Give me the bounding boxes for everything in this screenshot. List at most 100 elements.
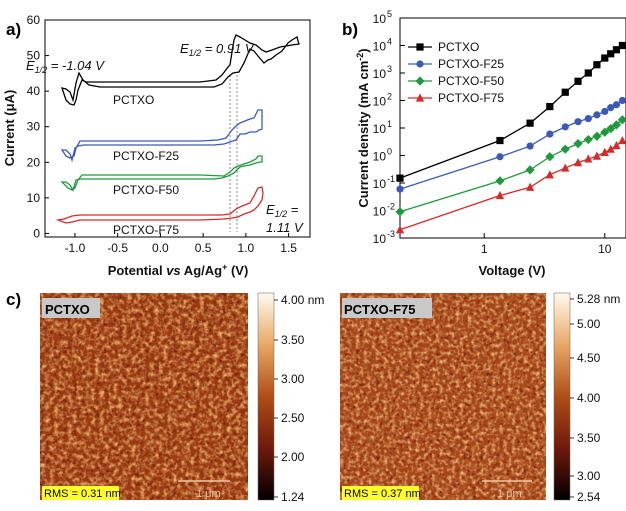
cv-annotation-right-1: E1/2 = <box>266 202 299 219</box>
colorbar-tick-label: 3.50 <box>577 431 601 445</box>
jv-legend-marker-pctxo-f75 <box>415 93 425 102</box>
afm-1-tag-box <box>42 298 100 318</box>
jv-point-pctxo <box>601 54 609 62</box>
cv-label-f50: PCTXO-F50 <box>113 183 179 197</box>
cv-x-axis-title: Potential vs Ag/Ag+ (V) <box>108 262 249 278</box>
afm-2-tag-box <box>342 298 432 318</box>
afm-image-pctxo-f75: PCTXO-F75 RMS = 0.37 nm 1 μm <box>340 293 546 500</box>
jv-point-pctxo-f50 <box>592 131 602 141</box>
cv-x-ticks: -1.0 -0.5 0.0 0.5 1.0 1.5 <box>65 233 297 255</box>
cv-plot: 0 10 20 30 40 50 60 -1.0 -0.5 0.0 0.5 1.0 1.5 Curre… <box>2 13 311 278</box>
colorbar-tick-label: 2.00 <box>281 450 305 464</box>
jv-point-pctxo-f50 <box>617 115 626 125</box>
cv-y-tick-label: 50 <box>27 49 41 63</box>
jv-line-pctxo-f75 <box>399 140 623 231</box>
jv-y-tick-exponent: 3 <box>387 64 392 74</box>
jv-point-pctxo-f75 <box>600 147 609 156</box>
jv-point-pctxo-f50 <box>560 144 570 154</box>
jv-y-tick-label: 10 <box>373 67 387 81</box>
jv-point-pctxo-f25 <box>574 118 582 126</box>
jv-series <box>395 41 626 234</box>
afm-1-tag: PCTXO <box>45 302 90 317</box>
jv-point-pctxo-f75 <box>495 190 505 200</box>
cv-ann-mid-text: E <box>180 41 189 56</box>
jv-x-ticks: 1 10 <box>481 233 612 256</box>
cv-x-tick-label: 1.0 <box>238 241 255 255</box>
afm-2-colorbar: 5.28 nm 5.00 4.50 4.00 3.50 3.00 2.54 <box>553 292 620 504</box>
jv-point-pctxo <box>607 50 615 58</box>
jv-legend-label-pctxo-f75: PCTXO-F75 <box>438 91 504 105</box>
jv-y-tick-label: 10 <box>373 12 387 26</box>
cv-x-tick-label: -0.5 <box>107 241 128 255</box>
jv-legend-label-pctxo-f25: PCTXO-F25 <box>438 57 504 71</box>
cv-y-tick-label: 30 <box>27 120 41 134</box>
jv-point-pctxo-f50 <box>611 120 622 130</box>
jv-point-pctxo-f25 <box>546 130 554 138</box>
jv-point-pctxo-f25 <box>526 142 534 150</box>
jv-point-pctxo <box>574 77 582 85</box>
jv-y-tick-exponent: -3 <box>387 229 395 239</box>
afm-1-light-texture <box>40 293 248 500</box>
cv-xlabel-part-2: vs <box>166 263 180 278</box>
afm-2-colorbar-bar <box>553 292 571 501</box>
jv-point-pctxo <box>561 88 569 96</box>
colorbar-tick-label: 3.00 <box>577 469 601 483</box>
jv-point-pctxo-f25 <box>618 96 626 105</box>
jv-legend-label-pctxo-f50: PCTXO-F50 <box>438 74 504 88</box>
jv-y-tick-label: 10 <box>373 150 387 164</box>
cv-curve-pctxo <box>61 34 300 106</box>
jv-y-tick-label: 10 <box>373 205 387 219</box>
jv-point-pctxo-f75 <box>545 170 554 179</box>
jv-series-pctxo-f50 <box>395 115 626 217</box>
jv-y-tick-exponent: -2 <box>387 202 395 212</box>
jv-point-pctxo-f25 <box>607 104 615 112</box>
cv-curve-f75 <box>55 186 264 224</box>
cv-x-tick-label: 0.5 <box>195 241 212 255</box>
colorbar-tick-label: 5.00 <box>577 317 601 331</box>
jv-x-tick-label: 10 <box>598 242 612 256</box>
jv-point-pctxo-f75 <box>584 154 593 163</box>
jv-series-pctxo <box>396 41 626 182</box>
jv-point-pctxo <box>593 61 601 69</box>
afm-image-pctxo: PCTXO RMS = 0.31 nm 1 μm <box>40 293 248 500</box>
jv-frame <box>399 17 626 239</box>
cv-ann-left-val: = -1.04 V <box>47 58 105 73</box>
jv-y-tick-exponent: 4 <box>387 37 392 47</box>
jv-x-axis-title: Voltage (V) <box>479 263 546 278</box>
cv-y-tick-label: 40 <box>27 84 41 98</box>
jv-point-pctxo-f50 <box>525 165 535 175</box>
afm-1-colorbar: 4.00 nm 3.50 3.00 2.50 2.00 1.24 <box>257 292 324 504</box>
afm-2-tag: PCTXO-F75 <box>344 302 416 317</box>
cv-ann-right-text: E <box>266 202 275 217</box>
cv-label-f25: PCTXO-F25 <box>113 149 179 163</box>
colorbar-tick-label: 4.00 nm <box>281 293 324 307</box>
jv-point-pctxo-f25 <box>584 114 592 123</box>
jv-point-pctxo <box>526 119 534 127</box>
jv-point-pctxo-f50 <box>600 127 610 137</box>
cv-y-tick-label: 60 <box>27 13 41 27</box>
jv-legend: PCTXO PCTXO-F25 PCTXO-F50 PCTXO-F75 <box>408 40 504 105</box>
cv-ann-mid-sub: 1/2 <box>189 48 202 58</box>
jv-point-pctxo-f75 <box>395 225 405 234</box>
jv-point-pctxo-f75 <box>525 182 535 191</box>
cv-frame <box>44 19 311 238</box>
afm-2-colorbar-ticks: 5.28 nm 5.00 4.50 4.00 3.50 3.00 2.54 <box>570 292 620 504</box>
cv-x-tick-label: 1.5 <box>280 241 297 255</box>
jv-point-pctxo-f25 <box>601 107 609 116</box>
jv-series-pctxo-f25 <box>396 96 626 193</box>
jv-point-pctxo-f50 <box>545 152 555 162</box>
jv-point-pctxo-f25 <box>396 185 404 193</box>
cv-xlabel-part-5: (V) <box>227 263 248 278</box>
colorbar-tick-label: 2.50 <box>281 411 305 425</box>
jv-x-tick-label: 1 <box>481 242 488 256</box>
cv-x-tick-label: 0.0 <box>152 241 169 255</box>
afm-1-colorbar-bar <box>257 292 275 501</box>
cv-y-tick-label: 20 <box>27 155 41 169</box>
jv-legend-marker-pctxo <box>416 43 424 51</box>
cv-curve-f25 <box>60 109 263 163</box>
jv-legend-label-pctxo: PCTXO <box>438 40 479 54</box>
jv-y-tick-exponent: 1 <box>387 119 392 129</box>
jv-point-pctxo <box>612 46 621 54</box>
panel-a-letter: a) <box>6 20 21 39</box>
jv-series-pctxo-f75 <box>395 135 626 234</box>
